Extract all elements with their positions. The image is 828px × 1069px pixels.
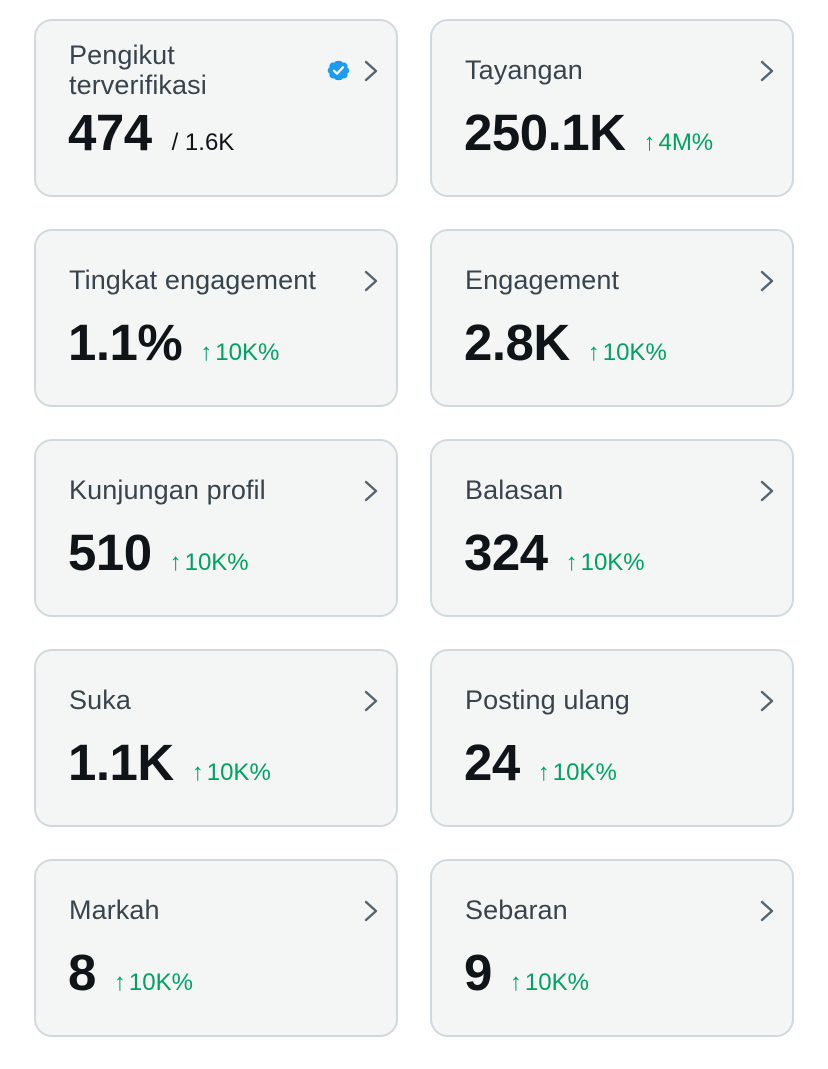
card-label: Suka [69,685,131,715]
chevron-right-icon [760,270,774,292]
metrics-grid: Pengikut terverifikasi 474 / 1.6K Tayang… [34,19,794,1037]
card-tayangan[interactable]: Tayangan 250.1K ↑ 4M% [430,19,794,197]
chevron-right-icon [364,60,378,82]
chevron-right-icon [760,60,774,82]
metric-value: 1.1% [68,314,183,371]
metric-total: / 1.6K [171,129,235,156]
metric-value: 2.8K [464,314,570,371]
metric-value-row: 9 ↑ 10K% [464,943,589,1003]
chevron-right-icon [760,900,774,922]
metric-change: ↑ 10K% [114,969,193,997]
arrow-up-icon: ↑ [113,969,126,996]
arrow-up-icon: ↑ [537,759,550,786]
change-value: 10K% [206,759,271,786]
metric-change: ↑ 10K% [510,969,589,997]
metric-change: ↑ 10K% [170,549,249,577]
metric-value-row: 8 ↑ 10K% [68,943,193,1003]
change-value: 10K% [524,969,589,996]
card-sebaran[interactable]: Sebaran 9 ↑ 10K% [430,859,794,1037]
metric-value: 9 [464,944,492,1001]
card-label: Posting ulang [465,685,630,715]
metric-value: 24 [464,734,520,791]
verified-badge-icon [327,60,350,81]
metric-change: ↑ 10K% [588,339,667,367]
metric-value: 1.1K [68,734,174,791]
card-engagement[interactable]: Engagement 2.8K ↑ 10K% [430,229,794,407]
metric-value-row: 2.8K ↑ 10K% [464,313,667,373]
metric-change: ↑ 4M% [643,129,713,157]
arrow-up-icon: ↑ [169,549,182,576]
arrow-up-icon: ↑ [643,129,656,156]
card-tingkat-engagement[interactable]: Tingkat engagement 1.1% ↑ 10K% [34,229,398,407]
arrow-up-icon: ↑ [509,969,522,996]
change-value: 10K% [215,339,280,366]
metric-value: 250.1K [464,104,626,161]
metric-change: ↑ 10K% [192,759,271,787]
chevron-right-icon [364,270,378,292]
card-label: Tayangan [465,55,583,85]
metric-value-row: 510 ↑ 10K% [68,523,249,583]
card-kunjungan-profil[interactable]: Kunjungan profil 510 ↑ 10K% [34,439,398,617]
card-balasan[interactable]: Balasan 324 ↑ 10K% [430,439,794,617]
card-label: Markah [69,895,160,925]
card-label: Tingkat engagement [69,265,316,295]
card-posting-ulang[interactable]: Posting ulang 24 ↑ 10K% [430,649,794,827]
change-value: 10K% [602,339,667,366]
metric-change: ↑ 10K% [200,339,279,367]
card-label: Sebaran [465,895,568,925]
card-label: Pengikut terverifikasi [69,40,207,100]
chevron-right-icon [760,690,774,712]
change-value: 10K% [184,549,249,576]
metric-value-row: 250.1K ↑ 4M% [464,103,713,163]
metric-value-row: 24 ↑ 10K% [464,733,617,793]
card-pengikut-terverifikasi[interactable]: Pengikut terverifikasi 474 / 1.6K [34,19,398,197]
metric-value: 324 [464,524,548,581]
arrow-up-icon: ↑ [587,339,600,366]
card-label: Engagement [465,265,620,295]
card-markah[interactable]: Markah 8 ↑ 10K% [34,859,398,1037]
chevron-right-icon [364,480,378,502]
arrow-up-icon: ↑ [565,549,578,576]
arrow-up-icon: ↑ [200,339,213,366]
metric-change: ↑ 10K% [566,549,645,577]
card-suka[interactable]: Suka 1.1K ↑ 10K% [34,649,398,827]
card-label: Balasan [465,475,564,505]
metric-value: 8 [68,944,96,1001]
card-label: Kunjungan profil [69,475,266,505]
metric-change: ↑ 10K% [538,759,617,787]
arrow-up-icon: ↑ [191,759,204,786]
metric-value-row: 474 / 1.6K [68,103,234,163]
change-value: 4M% [658,129,714,156]
change-value: 10K% [552,759,617,786]
change-value: 10K% [580,549,645,576]
metric-value-row: 324 ↑ 10K% [464,523,645,583]
metric-value-row: 1.1% ↑ 10K% [68,313,279,373]
metric-value: 474 [68,104,152,161]
change-value: 10K% [128,969,193,996]
chevron-right-icon [760,480,774,502]
metric-value-row: 1.1K ↑ 10K% [68,733,271,793]
chevron-right-icon [364,900,378,922]
chevron-right-icon [364,690,378,712]
metric-value: 510 [68,524,152,581]
